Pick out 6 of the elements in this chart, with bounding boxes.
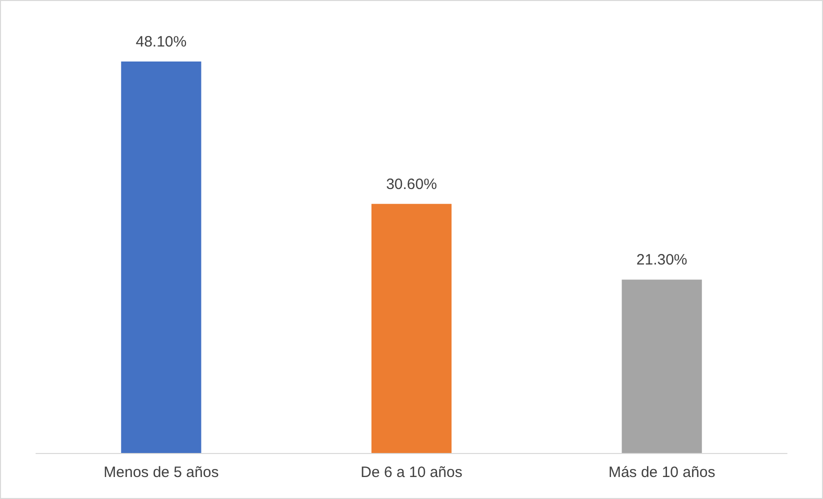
data-label: 21.30% [636,252,688,269]
x-tick-label: Menos de 5 años [104,464,219,481]
data-label: 30.60% [386,176,437,193]
data-label: 48.10% [136,33,187,50]
x-tick-label: Más de 10 años [608,464,716,481]
x-tick-label: De 6 a 10 años [360,464,462,481]
